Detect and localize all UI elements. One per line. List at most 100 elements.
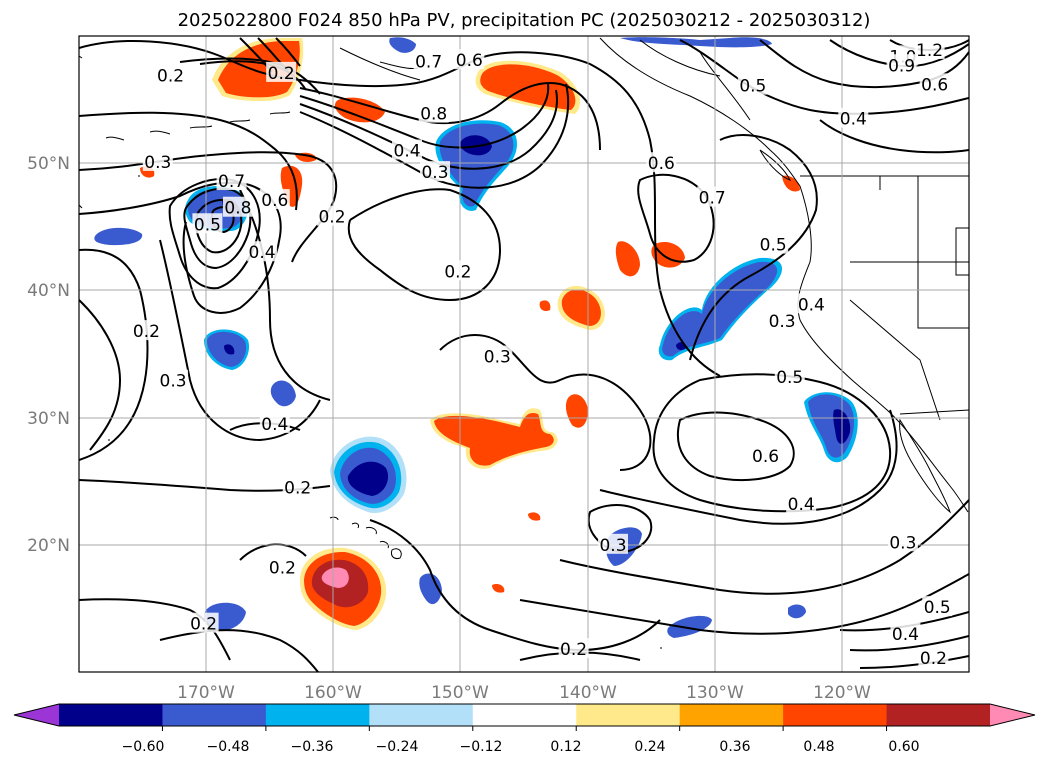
contour-label-bg: [247, 241, 278, 262]
colorbar-tick-label: −0.12: [460, 739, 503, 755]
colorbar-segment: [369, 704, 474, 726]
anomaly-blob: [218, 41, 300, 98]
north-america-coast: [797, 185, 969, 513]
colorbar-tick-label: −0.48: [207, 739, 250, 755]
vancouver-island: [759, 149, 791, 181]
contour-label: 0.2: [444, 262, 471, 282]
contour-label-bg: [420, 161, 450, 182]
contour-label-bg: [767, 309, 798, 330]
contour-label-bg: [222, 196, 253, 217]
contour-label: 0.2: [269, 559, 296, 579]
contour-label: 0.6: [752, 447, 779, 467]
contour-label-bg: [887, 531, 918, 552]
contour-label: 0.5: [760, 236, 787, 256]
anomaly-blob: [662, 261, 778, 357]
contour-label-bg: [155, 64, 186, 85]
map-frame: [78, 35, 970, 673]
contour-label: 0.5: [776, 368, 803, 388]
contour-label-bg: [413, 50, 444, 71]
anomaly-blob: [94, 227, 143, 246]
colorbar-segment: [59, 704, 163, 726]
colorbar-segment: [886, 704, 991, 726]
lon-tick-label: 120°W: [813, 683, 871, 703]
contour-label: 0.5: [194, 215, 221, 235]
contour-label-bg: [216, 170, 247, 191]
contour-label-bg: [774, 365, 805, 386]
anomaly-blob: [667, 615, 712, 638]
contour-label-bg: [282, 476, 313, 497]
state-borders: [849, 176, 969, 421]
anomaly-blob: [439, 123, 514, 207]
contour-label-bg: [418, 102, 449, 123]
contour-label-bg: [914, 38, 945, 59]
anomaly-blob: [419, 573, 442, 605]
contour-label-bg: [750, 444, 781, 465]
anomaly-blob: [459, 135, 492, 156]
colorbar-segment: [162, 704, 267, 726]
colorbar-tick-label: 0.24: [634, 739, 665, 755]
contour-label: 0.3: [160, 372, 187, 392]
anomaly-blob: [321, 567, 349, 588]
contour-label: 0.2: [133, 322, 160, 342]
aleutian-islands: [105, 111, 291, 141]
contour-label-bg: [267, 556, 298, 577]
contour-label-bg: [442, 260, 473, 281]
contour-label-bg: [259, 412, 290, 433]
contour-label: 0.2: [318, 208, 345, 228]
anomaly-blob: [528, 512, 541, 521]
contour-label-bg: [266, 61, 297, 82]
coastlines: [79, 37, 969, 649]
anomaly-blob: [539, 300, 551, 312]
lon-tick-label: 140°W: [559, 683, 617, 703]
contour-label-bg: [918, 647, 949, 668]
contour-label: 0.6: [456, 51, 483, 71]
contour-label: 0.3: [889, 533, 916, 553]
positive-anomaly-areas: [140, 38, 800, 630]
colorbar-segment: [472, 704, 577, 726]
anomaly-blob: [389, 37, 416, 53]
contour-label-bg: [454, 49, 485, 70]
contour-label: 0.5: [924, 598, 951, 618]
contour-label: 0.4: [394, 141, 421, 161]
colorbar-outline: [13, 703, 1036, 727]
contour-label-bg: [919, 73, 950, 94]
contour-label: 0.6: [261, 191, 288, 211]
contour-label: 0.2: [268, 64, 295, 84]
anomaly-blob: [615, 241, 640, 277]
anomaly-blob: [620, 37, 772, 48]
colorbar-tick-label: −0.36: [291, 739, 334, 755]
anomaly-blob: [788, 604, 806, 619]
contour-label: 0.3: [769, 312, 796, 332]
anomaly-blob: [492, 583, 505, 593]
colorbar-segment: [265, 704, 370, 726]
colorbar-tick-label: 0.60: [888, 739, 919, 755]
contour-label: 0.3: [421, 163, 448, 183]
contour-label: 0.2: [560, 640, 587, 660]
contour-label-bg: [598, 533, 628, 554]
colorbar-tick-label: 0.48: [803, 739, 834, 755]
contour-label: 0.6: [648, 154, 675, 174]
contour-label: 0.2: [190, 615, 217, 635]
contour-label: 0.4: [892, 625, 919, 645]
contour-label: 0.7: [699, 189, 726, 209]
contour-label-bg: [188, 612, 219, 633]
lon-tick-label: 150°W: [431, 683, 489, 703]
contour-label: 0.4: [788, 495, 815, 515]
contour-label-bg: [922, 596, 953, 617]
contour-label: 0.2: [284, 479, 311, 499]
contour-label-bg: [796, 293, 827, 314]
contour-label-bg: [890, 622, 921, 643]
contour-label: 0.7: [415, 52, 442, 72]
longitude-labels: 170°W 160°W 150°W 140°W 130°W 120°W: [177, 683, 871, 703]
colorbar-segment: [783, 704, 888, 726]
contour-label: 0.8: [420, 105, 447, 125]
contour-label-bg: [142, 150, 173, 171]
contour-label-bg: [158, 369, 189, 390]
colorbar-tick-label: −0.60: [122, 739, 165, 755]
lon-tick-label: 170°W: [177, 683, 235, 703]
gridlines: [79, 36, 969, 672]
lat-tick-label: 20°N: [27, 536, 70, 556]
small-islands: [79, 55, 662, 649]
contour-label: 0.4: [840, 110, 867, 130]
contour-label-bg: [737, 74, 768, 95]
